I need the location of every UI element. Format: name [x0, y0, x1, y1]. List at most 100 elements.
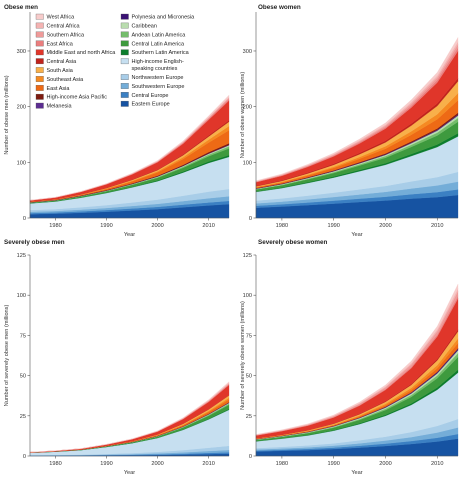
y-tick-label: 0 — [249, 216, 252, 222]
x-tick-label: 1980 — [49, 461, 61, 467]
legend-swatch — [120, 74, 129, 80]
legend-swatch — [35, 22, 44, 29]
x-tick-label: 2000 — [379, 461, 391, 467]
y-axis-label: Number of obese men (millions) — [4, 75, 10, 154]
legend-swatch — [35, 102, 44, 109]
y-tick-label: 25 — [246, 414, 252, 420]
y-tick-label: 125 — [243, 253, 252, 259]
legend-swatch — [35, 13, 44, 20]
legend-swatch — [120, 58, 129, 65]
y-tick-label: 25 — [20, 414, 26, 420]
legend-swatch — [120, 13, 129, 20]
legend-label: Middle East and north Africa — [47, 50, 117, 56]
y-tick-label: 300 — [17, 49, 26, 55]
x-tick-label: 1990 — [327, 461, 339, 467]
area-west-africa — [29, 381, 230, 453]
y-tick-label: 200 — [243, 105, 252, 111]
legend-swatch — [35, 67, 44, 73]
x-axis-label: Year — [351, 470, 362, 476]
legend-swatch — [120, 100, 129, 107]
legend-label: East Asia — [47, 86, 71, 92]
y-tick-label: 75 — [246, 333, 252, 339]
legend-swatch — [120, 40, 129, 47]
legend-swatch — [120, 31, 129, 38]
y-tick-label: 300 — [243, 49, 252, 55]
panel-3: Severely obese women 0 25 50 75 100 125 1980 199… — [240, 239, 459, 476]
legend: West Africa Central Africa Southern Africa… — [35, 13, 196, 110]
panel-2: Severely obese men 0 25 50 75 100 125 1980 1990 2… — [4, 239, 230, 476]
area-west-africa — [29, 94, 230, 201]
x-axis-label: Year — [351, 232, 362, 238]
y-tick-label: 100 — [243, 293, 252, 299]
legend-label: Northwestern Europe — [132, 75, 184, 81]
y-axis-label: Number of severely obese women (millions… — [240, 301, 246, 410]
y-axis-label: Number of obese women (millions) — [240, 72, 246, 159]
legend-swatch — [35, 93, 44, 100]
legend-label: Southwestern Europe — [132, 84, 185, 90]
legend-label: Melanesia — [47, 104, 73, 110]
legend-label: East Africa — [47, 41, 74, 47]
y-tick-label: 50 — [20, 374, 26, 380]
legend-swatch — [35, 49, 44, 56]
x-axis-label: Year — [124, 470, 135, 476]
x-tick-label: 1990 — [100, 461, 112, 467]
x-tick-label: 2000 — [151, 461, 163, 467]
legend-swatch — [35, 58, 44, 65]
y-tick-label: 0 — [23, 454, 26, 460]
legend-swatch — [120, 92, 129, 98]
legend-swatch — [35, 76, 44, 82]
panel-1: Obese women 0 100 200 300 1980 1990 2000 2010 Yea… — [240, 4, 459, 238]
x-tick-label: 1980 — [276, 461, 288, 467]
legend-swatch — [35, 85, 44, 91]
x-tick-label: 1980 — [276, 223, 288, 229]
legend-label: Southern Latin America — [132, 50, 190, 56]
panel-title: Obese men — [4, 4, 38, 11]
legend-swatch — [120, 22, 129, 29]
panel-0: Obese men 0 100 200 300 1980 1990 2000 2010 Year N… — [4, 4, 230, 238]
legend-label: South Asia — [47, 68, 74, 74]
panel-title: Severely obese men — [4, 239, 65, 246]
legend-label: Polynesia and Micronesia — [132, 15, 196, 21]
y-tick-label: 0 — [23, 216, 26, 222]
legend-label: speaking countries — [132, 66, 178, 72]
legend-label: Central Europe — [132, 93, 169, 99]
x-tick-label: 2010 — [431, 461, 443, 467]
x-tick-label: 2010 — [202, 461, 214, 467]
legend-label: Andean Latin America — [132, 32, 187, 38]
y-tick-label: 50 — [246, 374, 252, 380]
x-tick-label: 1990 — [327, 223, 339, 229]
x-tick-label: 2010 — [431, 223, 443, 229]
x-tick-label: 1990 — [100, 223, 112, 229]
legend-swatch — [35, 31, 44, 38]
legend-label: Central Latin America — [132, 41, 186, 47]
x-tick-label: 2000 — [151, 223, 163, 229]
y-tick-label: 0 — [249, 454, 252, 460]
legend-swatch — [120, 49, 129, 56]
panel-title: Obese women — [258, 4, 301, 11]
legend-label: Caribbean — [132, 24, 157, 30]
legend-label: Central Asia — [47, 59, 78, 65]
y-tick-label: 75 — [20, 333, 26, 339]
x-tick-label: 2000 — [379, 223, 391, 229]
x-tick-label: 2010 — [202, 223, 214, 229]
legend-swatch — [120, 83, 129, 89]
y-axis-label: Number of severely obese men (millions) — [4, 305, 10, 407]
y-tick-label: 100 — [17, 160, 26, 166]
y-tick-label: 100 — [17, 293, 26, 299]
legend-label: Central Africa — [47, 24, 81, 30]
legend-label: West Africa — [47, 15, 76, 21]
area-west-africa — [255, 284, 459, 435]
y-tick-label: 200 — [17, 105, 26, 111]
x-tick-label: 1980 — [49, 223, 61, 229]
x-axis-label: Year — [124, 232, 135, 238]
y-tick-label: 100 — [243, 160, 252, 166]
legend-swatch — [35, 40, 44, 47]
legend-label: High-income English- — [132, 59, 184, 65]
panel-title: Severely obese women — [258, 239, 327, 246]
legend-label: Southern Africa — [47, 32, 86, 38]
area-west-africa — [255, 36, 459, 182]
y-tick-label: 125 — [17, 253, 26, 259]
legend-label: Eastern Europe — [132, 102, 170, 108]
legend-label: High-income Asia Pacific — [47, 95, 108, 101]
